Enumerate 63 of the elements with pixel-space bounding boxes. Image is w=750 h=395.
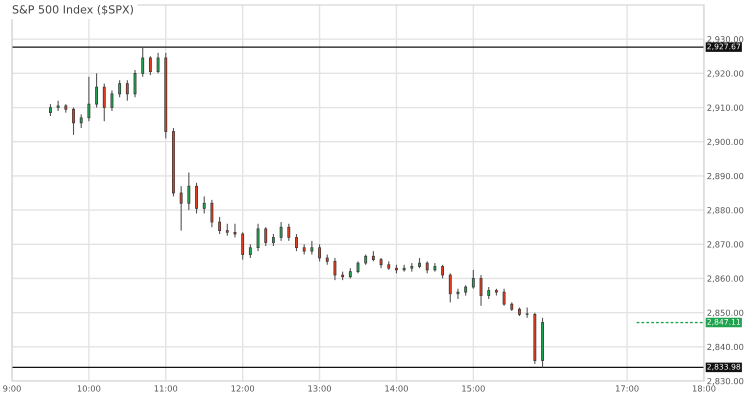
candlestick [234, 223, 236, 238]
candlestick [56, 100, 60, 112]
candlestick [318, 244, 321, 262]
candlestick [280, 222, 283, 242]
y-tick-label: 2,910.00 [707, 104, 744, 112]
candlestick [180, 186, 183, 232]
x-tick-label: 18:00 [692, 385, 716, 392]
candlestick [264, 226, 268, 247]
candlestick [102, 83, 106, 122]
x-tick-label: 13:00 [308, 385, 332, 392]
x-tick-label: 9:00 [3, 385, 21, 392]
candlestick [110, 90, 114, 112]
candlestick [480, 274, 482, 306]
y-tick-label: 2,900.00 [707, 138, 744, 146]
y-tick-label: 2,880.00 [707, 207, 744, 214]
candlestick [464, 284, 468, 296]
chart-title: S&P 500 Index ($SPX) [12, 5, 133, 16]
candlestick [80, 114, 83, 129]
candlestick [356, 260, 360, 274]
candlestick [256, 223, 260, 252]
candlestick [502, 288, 506, 306]
y-tick-label: 2,870.00 [707, 241, 744, 248]
candlestick [248, 244, 252, 258]
candlestick [295, 233, 298, 252]
candlestick [526, 306, 529, 318]
candlestick [372, 250, 375, 262]
candlestick [49, 104, 52, 117]
candlestick [210, 199, 214, 228]
y-tick-label: 2,840.00 [707, 344, 744, 351]
candlestick [426, 260, 429, 274]
x-tick-label: 15:00 [462, 385, 485, 392]
x-tick-label: 11:00 [154, 385, 178, 392]
candlestick [126, 80, 129, 102]
candlestick [418, 257, 421, 269]
candlestick [218, 216, 222, 235]
x-tick-label: 10:00 [78, 385, 100, 392]
y-tick-label: 2,930.00 [707, 36, 744, 44]
candlestick [134, 69, 136, 98]
y-tick-label: 2,830.00 [707, 378, 744, 386]
candlestick [87, 76, 90, 122]
candlestick [187, 172, 190, 211]
candlestick [310, 240, 314, 256]
y-tick-label: 2,920.00 [707, 70, 744, 78]
candlestick [148, 56, 152, 76]
candlestick [95, 72, 98, 108]
x-tick-label: 14:00 [385, 385, 408, 392]
candlestick [456, 288, 460, 300]
candlestick [241, 232, 244, 260]
candlestick [441, 264, 444, 280]
x-tick-label: 12:00 [232, 385, 254, 392]
y-tick-label: 2,860.00 [707, 275, 744, 283]
y-tick-label: 2,890.00 [707, 172, 744, 180]
candlestick [195, 182, 198, 214]
candlestick [487, 286, 490, 300]
candlestick [118, 80, 122, 98]
candlestick [472, 269, 475, 290]
candlestick [334, 257, 336, 281]
candlestick [272, 233, 275, 247]
candlestick [156, 52, 160, 74]
y-tick-label: 2,850.00 [707, 310, 744, 317]
x-tick-label: 17:00 [616, 385, 639, 392]
candlestick [380, 257, 382, 269]
candlestick [72, 106, 75, 136]
